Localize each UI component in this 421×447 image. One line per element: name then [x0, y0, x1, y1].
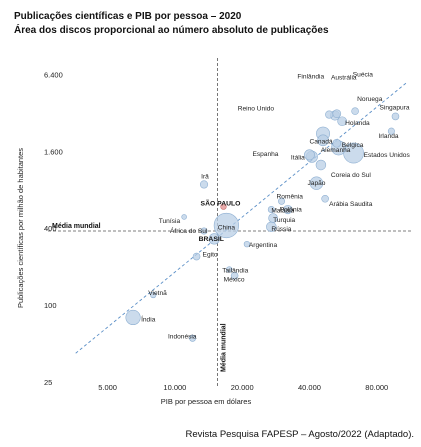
bubble-singapura — [391, 112, 400, 121]
bubble-indonesia — [189, 334, 197, 342]
source-caption: Revista Pesquisa FAPESP – Agosto/2022 (A… — [186, 429, 415, 440]
label-vietna: Vietnã — [148, 290, 167, 297]
y-tick-1-600: 1.600 — [44, 147, 63, 156]
label-tailandia: Tailândia — [222, 267, 248, 274]
bubble-malasia — [267, 206, 275, 214]
label-africa-do-sul: África do Sul — [170, 226, 208, 235]
label-sao-paulo: SÃO PAULO — [201, 199, 241, 208]
bubble-africa-do-sul — [200, 227, 208, 235]
bubble-suecia — [332, 109, 342, 119]
label-arabia-saudita: Arábia Saudita — [329, 201, 373, 208]
label-china: China — [218, 224, 236, 231]
label-malasia: Malásia — [271, 208, 294, 215]
label-brasil: BRASIL — [199, 236, 224, 243]
bubble-holanda — [337, 116, 347, 127]
world-average-horizontal-label: Média mundial — [52, 223, 101, 230]
x-tick-20-000: 20.000 — [231, 383, 254, 392]
label-belgica: Bélgica — [342, 142, 364, 149]
bubble-espanha — [304, 149, 315, 161]
label-indonesia: Indonésia — [168, 333, 197, 340]
bubble-argentina — [243, 241, 251, 248]
y-tick-400: 400 — [44, 224, 57, 233]
label-italia: Itália — [291, 155, 305, 162]
bubble-irlanda — [387, 127, 395, 135]
chart-subtitle: Área dos discos proporcional ao número a… — [14, 23, 329, 36]
label-russia: Rússia — [271, 226, 291, 233]
label-estados-unidos: Estados Unidos — [364, 152, 411, 159]
label-noruega: Noruega — [357, 96, 383, 103]
label-holanda: Holanda — [345, 120, 370, 127]
label-singapura: Singapura — [379, 104, 409, 111]
x-axis-label: PIB por pessoa em dólares — [161, 397, 252, 406]
label-alemanha: Alemanha — [321, 147, 351, 154]
label-irlanda: Irlanda — [378, 133, 398, 140]
x-tick-5-000: 5.000 — [98, 383, 117, 392]
bubble-china — [213, 212, 240, 239]
label-canada: Canadá — [309, 138, 332, 145]
bubble-japao — [309, 176, 324, 190]
label-australia: Austrália — [331, 74, 357, 81]
label-india: Índia — [141, 314, 156, 323]
label-coreia-do-sul: Coreia do Sul — [331, 172, 371, 179]
chart-title: Publicações científicas e PIB por pessoa… — [14, 11, 242, 22]
label-espanha: Espanha — [252, 151, 278, 158]
bubble-ira — [199, 180, 209, 189]
bubble-vietna — [150, 291, 157, 299]
bubble-polonia — [283, 204, 293, 215]
bubble-belgica — [332, 138, 342, 148]
bubble-tailandia — [226, 266, 233, 273]
y-tick-100: 100 — [44, 301, 57, 310]
label-argentina: Argentina — [249, 242, 278, 249]
label-turquia: Turquia — [273, 217, 295, 224]
label-reino-unido: Reino Unido — [238, 106, 275, 113]
bubbles-layer — [125, 107, 400, 342]
bubble-mexico — [230, 271, 239, 280]
x-axis-ticks: 5.000 10.000 20.000 40.000 80.000 — [98, 383, 388, 392]
y-tick-6-400: 6.400 — [44, 70, 63, 79]
world-average-vertical-label: Média mundial — [220, 323, 227, 372]
bubble-canada — [317, 134, 329, 147]
bubble-sao-paulo — [220, 203, 227, 210]
bubble-india — [125, 309, 141, 326]
bubble-finlandia — [325, 110, 334, 119]
label-tunisia: Tunísia — [159, 218, 181, 225]
label-finlandia: Finlândia — [297, 74, 324, 81]
bubble-arabia-saudita — [321, 194, 329, 203]
y-axis-ticks: 25 100 400 1.600 6.400 — [44, 70, 63, 387]
label-mexico: México — [224, 277, 245, 284]
y-tick-25: 25 — [44, 378, 52, 387]
y-axis-label: Publicações científicas por milhão de ha… — [16, 148, 25, 308]
label-egito: Egito — [203, 252, 218, 259]
label-polonia: Polônia — [280, 207, 302, 214]
label-ira: Irã — [201, 173, 209, 180]
bubble-tunisia — [181, 214, 187, 220]
bubble-turquia — [268, 213, 278, 223]
bubble-egito — [192, 252, 201, 261]
label-romenia: Romênia — [277, 193, 304, 200]
x-tick-40-000: 40.000 — [298, 383, 321, 392]
bubble-brasil — [208, 233, 220, 245]
x-tick-80-000: 80.000 — [365, 383, 388, 392]
x-tick-10-000: 10.000 — [163, 383, 186, 392]
label-japao: Japão — [308, 180, 326, 187]
bubble-noruega — [351, 107, 359, 115]
label-suecia: Suécia — [353, 72, 373, 79]
bubble-coreia-do-sul — [315, 159, 327, 171]
bubble-romenia — [278, 197, 286, 205]
